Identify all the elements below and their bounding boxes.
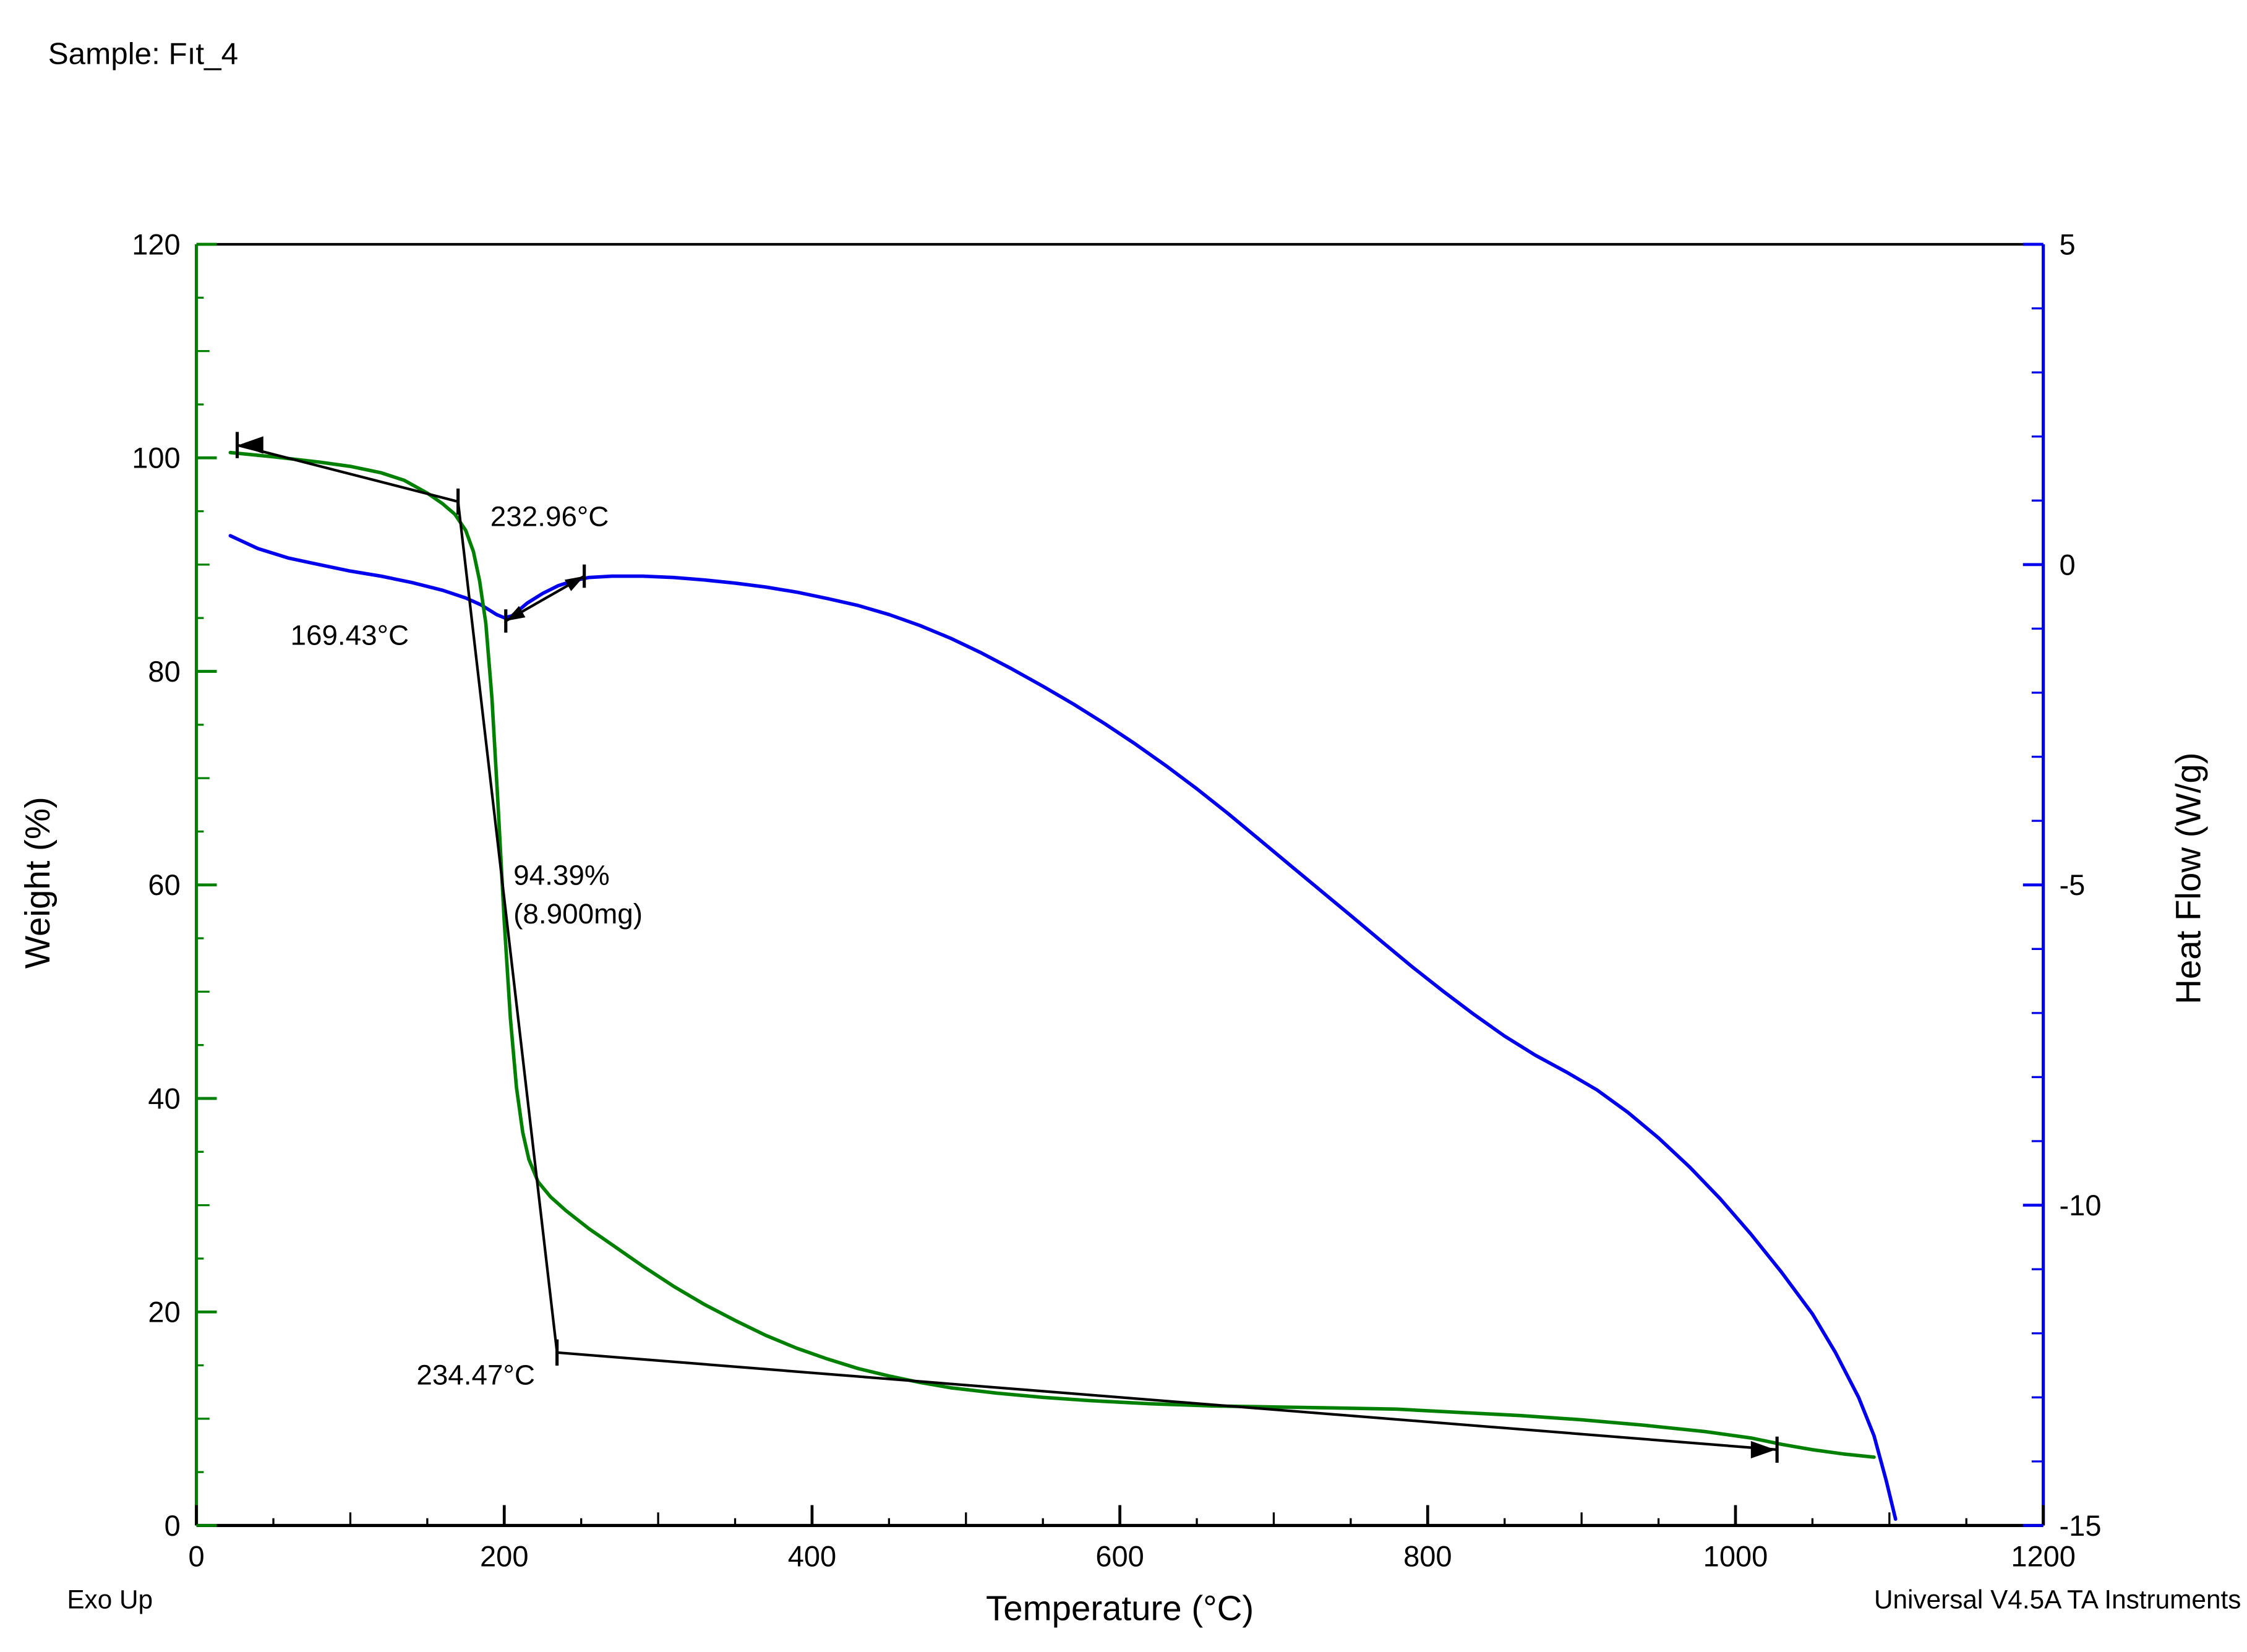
annotation-label: 94.39% bbox=[513, 860, 609, 891]
weight-tick-label: 120 bbox=[132, 228, 180, 260]
weight-curve-line bbox=[228, 450, 1876, 1459]
weight-tick-label: 80 bbox=[148, 655, 180, 688]
heatflow-axis-title: Heat Flow (W/g) bbox=[2169, 752, 2208, 1004]
weight-loss-line bbox=[237, 443, 459, 503]
right-arrow bbox=[1750, 1440, 1776, 1459]
sample-title: Sample: Fıt_4 bbox=[48, 36, 238, 71]
x-tick-label: 1000 bbox=[1703, 1539, 1768, 1572]
axis-tick-labels: 0 200 400 600 800 1000 1200 0 20 40 60 80 100 120 5 0 -5… bbox=[132, 228, 2101, 1572]
annotation-label: (8.900mg) bbox=[513, 898, 643, 930]
x-tick-label: 800 bbox=[1403, 1539, 1452, 1572]
axis-ticks bbox=[195, 242, 2045, 1527]
heat-arrow bbox=[505, 606, 526, 621]
weight-tick-label: 40 bbox=[148, 1082, 180, 1115]
x-axis-title: Temperature (°C) bbox=[986, 1588, 1254, 1627]
weight-loss-line bbox=[456, 501, 559, 1353]
annotation-label: 234.47°C bbox=[416, 1359, 535, 1391]
weight-tick-label: 20 bbox=[148, 1296, 180, 1329]
heat-tick-label: -5 bbox=[2060, 868, 2086, 901]
annotation-label: 232.96°C bbox=[490, 501, 609, 533]
credit-label: Universal V4.5A TA Instruments bbox=[1874, 1585, 2241, 1614]
heat-tick-label: 5 bbox=[2060, 228, 2076, 260]
plot-frame bbox=[195, 242, 2045, 1528]
heatflow-curve-line bbox=[228, 534, 1898, 1521]
weight-tick-label: 60 bbox=[148, 868, 180, 901]
weight-loss-line bbox=[557, 1351, 1778, 1451]
weight-axis-title: Weight (%) bbox=[18, 797, 57, 969]
x-tick-label: 0 bbox=[189, 1539, 205, 1572]
weight-curve bbox=[228, 450, 1876, 1459]
exo-up-label: Exo Up bbox=[67, 1585, 153, 1614]
x-tick-label: 400 bbox=[788, 1539, 836, 1572]
annotation-layer: 232.96°C 169.43°C 94.39% (8.900mg) 234.47°C bbox=[235, 432, 1779, 1463]
heat-tick-label: 0 bbox=[2060, 548, 2076, 581]
annotation-label: 169.43°C bbox=[290, 619, 409, 651]
heatflow-curve bbox=[228, 534, 1898, 1521]
x-tick-label: 200 bbox=[480, 1539, 528, 1572]
x-tick-label: 1200 bbox=[2011, 1539, 2076, 1572]
weight-tick-label: 0 bbox=[165, 1509, 181, 1542]
heat-arrow bbox=[564, 576, 584, 591]
x-tick-label: 600 bbox=[1095, 1539, 1144, 1572]
heat-tick-label: -10 bbox=[2060, 1189, 2102, 1222]
left-arrow bbox=[238, 436, 263, 454]
weight-tick-label: 100 bbox=[132, 442, 180, 474]
heat-tick-label: -15 bbox=[2060, 1509, 2102, 1542]
